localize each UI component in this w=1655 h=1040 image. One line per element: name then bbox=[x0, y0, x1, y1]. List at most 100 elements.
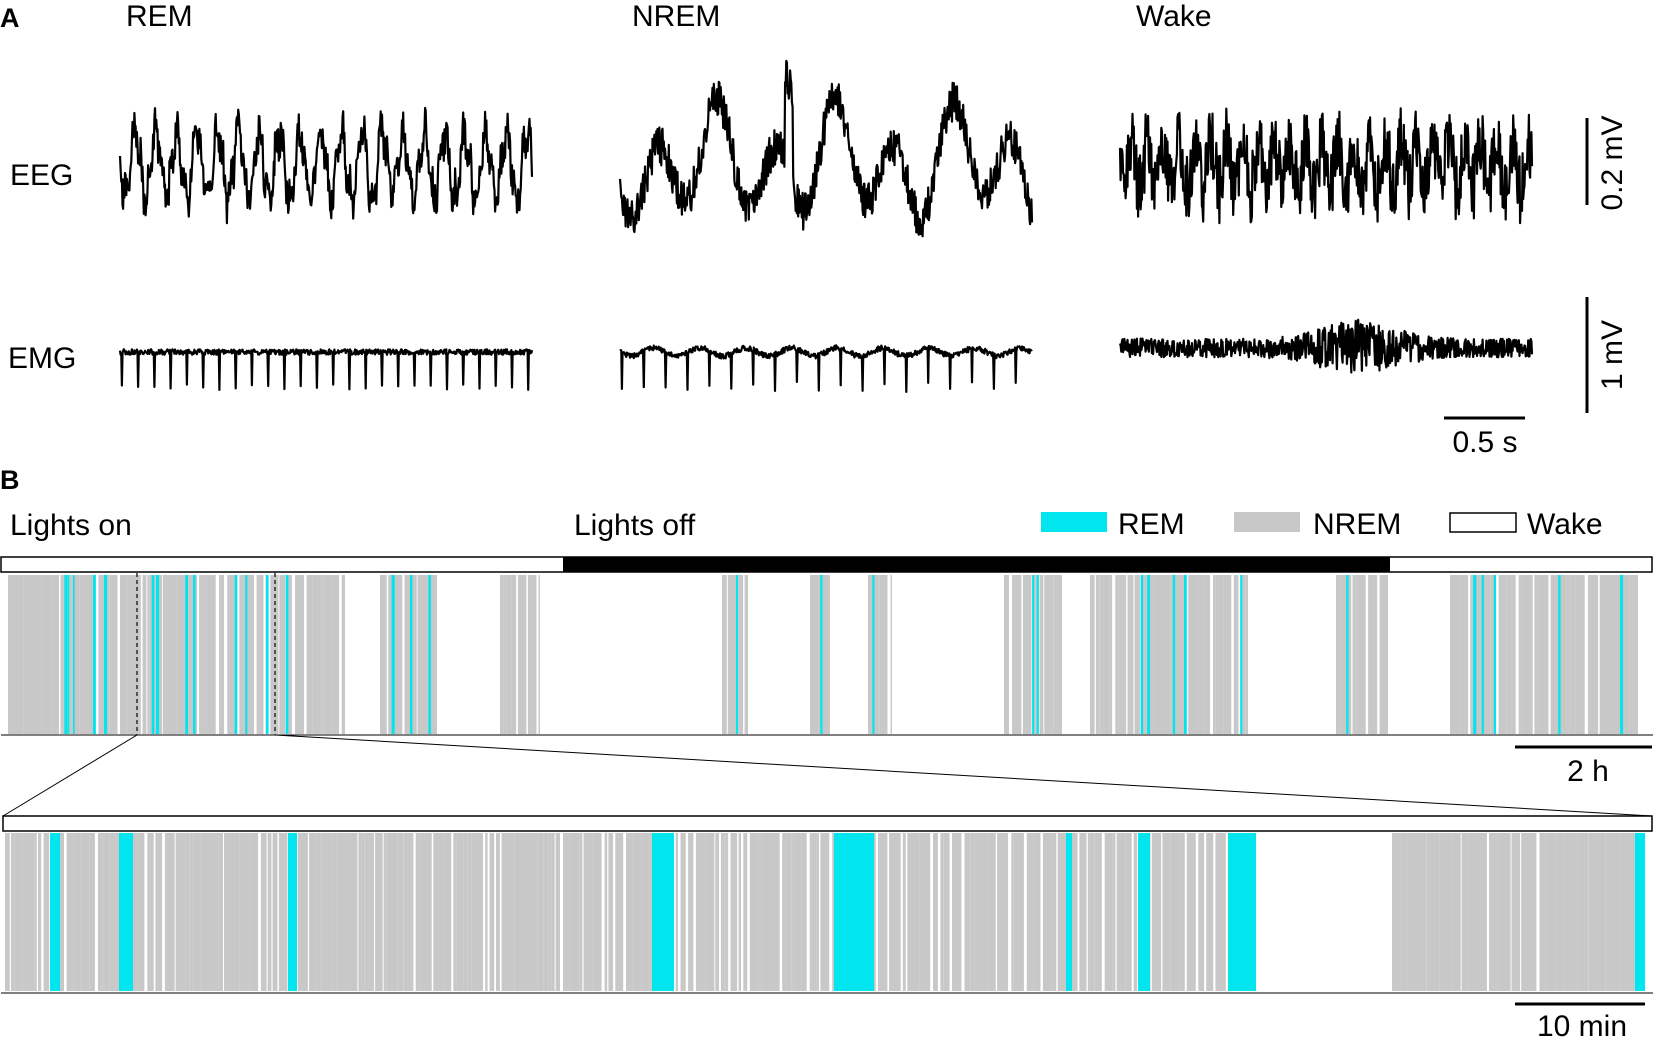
zoom-epoch-rem bbox=[1228, 833, 1256, 991]
zoom-epoch-nrem bbox=[175, 833, 186, 991]
sleep-epoch-nrem bbox=[738, 575, 744, 734]
zoom-epoch-nrem bbox=[315, 833, 322, 991]
zoom-epoch-nrem bbox=[1521, 833, 1526, 991]
zoom-epoch-nrem bbox=[80, 833, 90, 991]
zoom-epoch-nrem bbox=[791, 833, 794, 991]
sleep-epoch-nrem bbox=[1188, 575, 1199, 734]
zoom-epoch-nrem bbox=[1079, 833, 1087, 991]
sleep-epoch-nrem bbox=[270, 575, 279, 734]
zoom-epoch-nrem bbox=[820, 833, 830, 991]
sleep-epoch-nrem bbox=[1050, 575, 1054, 734]
rem-title: REM bbox=[126, 0, 193, 33]
sleep-epoch-rem bbox=[193, 575, 196, 734]
sleep-epoch-nrem bbox=[1044, 575, 1051, 734]
zoom-epoch-nrem bbox=[358, 833, 362, 991]
zoom-epoch-nrem bbox=[604, 833, 608, 991]
zoom-epoch-nrem bbox=[555, 833, 560, 991]
sleep-epoch-rem bbox=[285, 575, 289, 734]
eeg-trace-wake bbox=[1118, 107, 1534, 225]
sleep-epoch-nrem bbox=[341, 575, 345, 734]
zoom-epoch-nrem bbox=[579, 833, 583, 991]
zoom-epoch-nrem bbox=[1545, 833, 1557, 991]
zoom-epoch-nrem bbox=[1500, 833, 1511, 991]
sleep-epoch-nrem bbox=[1012, 575, 1022, 734]
scale-2h-label: 2 h bbox=[1567, 755, 1609, 788]
sleep-epoch-nrem bbox=[1215, 575, 1224, 734]
sleep-epoch-nrem bbox=[219, 575, 225, 734]
sleep-epoch-nrem bbox=[199, 575, 204, 734]
sleep-epoch-nrem bbox=[890, 575, 892, 734]
sleep-epoch-nrem bbox=[527, 575, 532, 734]
sleep-epoch-rem bbox=[73, 575, 75, 734]
zoom-epoch-nrem bbox=[943, 833, 950, 991]
sleep-epoch-nrem bbox=[187, 575, 198, 734]
zoom-epoch-nrem bbox=[563, 833, 570, 991]
lights-off-label: Lights off bbox=[574, 509, 696, 542]
sleep-epoch-nrem bbox=[142, 575, 147, 734]
zoom-epoch-nrem bbox=[457, 833, 464, 991]
signal-traces bbox=[118, 59, 1534, 393]
sleep-epoch-nrem bbox=[1459, 575, 1469, 734]
sleep-epoch-rem bbox=[1473, 575, 1477, 734]
zoom-epoch-nrem bbox=[1620, 833, 1623, 991]
sleep-epoch-nrem bbox=[1587, 575, 1599, 734]
zoom-epoch-rem bbox=[119, 833, 133, 991]
sleep-epoch-nrem bbox=[1056, 575, 1062, 734]
sleep-epoch-nrem bbox=[312, 575, 322, 734]
sleep-epoch-nrem bbox=[1470, 575, 1474, 734]
zoom-epoch-nrem bbox=[720, 833, 725, 991]
zoom-epoch-nrem bbox=[496, 833, 500, 991]
eeg-scale-label: 0.2 mV bbox=[1596, 115, 1629, 210]
sleep-epoch-nrem bbox=[722, 575, 727, 734]
sleep-epoch-nrem bbox=[1356, 575, 1366, 734]
sleep-epoch-nrem bbox=[1223, 575, 1232, 734]
panel-b-label: B bbox=[0, 465, 20, 495]
dark-period bbox=[563, 557, 1390, 572]
sleep-epoch-nrem bbox=[157, 575, 163, 734]
zoom-epoch-nrem bbox=[548, 833, 552, 991]
emg-scale-label: 1 mV bbox=[1596, 320, 1629, 390]
zoom-epoch-nrem bbox=[1112, 833, 1116, 991]
zoom-epoch-nrem bbox=[1416, 833, 1427, 991]
zoom-epoch-nrem bbox=[5, 833, 10, 991]
zoom-epoch-nrem bbox=[419, 833, 422, 991]
sleep-epoch-nrem bbox=[380, 575, 387, 734]
zoom-epoch-nrem bbox=[1426, 833, 1432, 991]
zoom-epoch-nrem bbox=[1511, 833, 1521, 991]
sleep-epoch-rem bbox=[1481, 575, 1484, 734]
zoom-epoch-rem bbox=[1066, 833, 1072, 991]
zoom-epoch-nrem bbox=[695, 833, 706, 991]
zoom-epoch-nrem bbox=[1206, 833, 1214, 991]
scale-10min-label: 10 min bbox=[1537, 1010, 1627, 1040]
sleep-epoch-nrem bbox=[41, 575, 52, 734]
zoom-epoch-nrem bbox=[375, 833, 383, 991]
zoom-epoch-nrem bbox=[1133, 833, 1137, 991]
zoom-epoch-nrem bbox=[970, 833, 975, 991]
sleep-epoch-nrem bbox=[70, 575, 80, 734]
zoom-epoch-nrem bbox=[272, 833, 278, 991]
zoom-epoch-nrem bbox=[1489, 833, 1498, 991]
sleep-epoch-nrem bbox=[51, 575, 59, 734]
sleep-epoch-rem bbox=[156, 575, 160, 734]
sleep-epoch-nrem bbox=[147, 575, 150, 734]
sleep-epoch-rem bbox=[151, 575, 155, 734]
zoom-epoch-nrem bbox=[809, 833, 812, 991]
sleep-epoch-nrem bbox=[137, 575, 141, 734]
zoom-epoch-nrem bbox=[478, 833, 483, 991]
sleep-epoch-nrem bbox=[79, 575, 84, 734]
zoom-epoch-nrem bbox=[364, 833, 375, 991]
zoom-epoch-nrem bbox=[583, 833, 593, 991]
sleep-epoch-nrem bbox=[1599, 575, 1610, 734]
zoom-epoch-nrem bbox=[403, 833, 412, 991]
zoom-epoch-nrem bbox=[1151, 833, 1162, 991]
zoom-epoch-nrem bbox=[189, 833, 193, 991]
sleep-epoch-nrem bbox=[727, 575, 737, 734]
sleep-epoch-rem bbox=[1147, 575, 1150, 734]
zoom-epoch-nrem bbox=[878, 833, 888, 991]
zoom-epoch-nrem bbox=[66, 833, 74, 991]
sleep-epoch-nrem bbox=[206, 575, 216, 734]
zoom-epoch-nrem bbox=[626, 833, 633, 991]
zoom-epoch-nrem bbox=[1577, 833, 1585, 991]
sleep-epoch-nrem bbox=[1127, 575, 1134, 734]
